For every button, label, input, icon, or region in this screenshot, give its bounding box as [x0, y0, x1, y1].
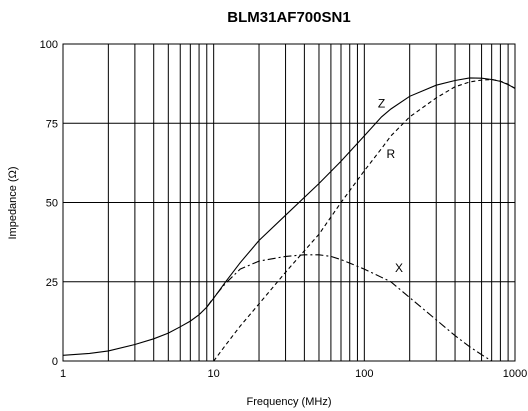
x-axis-label: Frequency (MHz): [247, 396, 332, 408]
y-tick-label: 75: [46, 118, 58, 130]
y-tick-label: 50: [46, 198, 58, 210]
chart-title: BLM31AF700SN1: [227, 9, 350, 26]
y-tick-label: 25: [46, 277, 58, 289]
series-line-x: [206, 254, 492, 362]
series-line-r: [213, 78, 516, 362]
series-label-r: R: [387, 147, 396, 161]
series-lines: [62, 77, 516, 362]
x-tick-label: 1: [60, 368, 66, 380]
x-tick-label: 10: [208, 368, 220, 380]
y-tick-label: 100: [40, 39, 58, 51]
x-tick-label: 1000: [503, 368, 527, 380]
x-tick-label: 100: [355, 368, 373, 380]
series-line-z: [62, 77, 516, 356]
y-axis-label: Impedance (Ω): [7, 166, 19, 239]
y-tick-label: 0: [52, 356, 58, 368]
series-labels: Z R X: [378, 96, 403, 275]
y-axis-ticks: 0 25 50 75 100: [40, 39, 58, 368]
series-label-z: Z: [378, 96, 385, 110]
series-label-x: X: [395, 261, 403, 275]
plot-area: [62, 43, 516, 362]
grid: [63, 44, 515, 361]
x-axis-ticks: 1 10 100 1000: [60, 368, 527, 380]
